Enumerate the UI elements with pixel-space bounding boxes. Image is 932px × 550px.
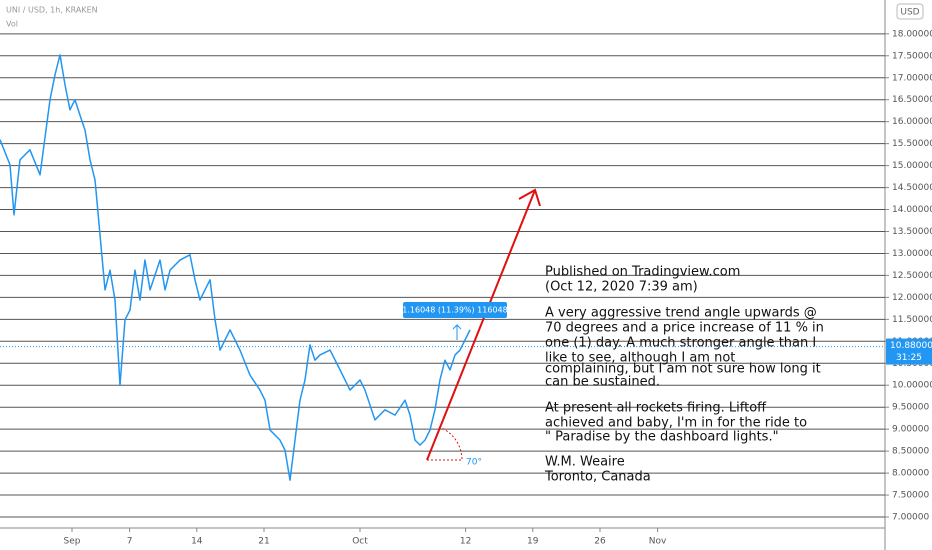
y-tick-label: 13.00000 bbox=[892, 249, 932, 259]
price-line bbox=[0, 54, 471, 481]
y-tick-label: 9.00000 bbox=[892, 425, 929, 435]
y-tick-label: 14.50000 bbox=[892, 183, 932, 193]
x-tick-label: 26 bbox=[594, 537, 606, 547]
angle-label: 70° bbox=[466, 458, 482, 468]
annotation: Published on Tradingview.com(Oct 12, 202… bbox=[544, 265, 824, 485]
measure-arrow-head bbox=[452, 324, 462, 330]
y-tick-label: 15.50000 bbox=[892, 139, 932, 149]
countdown: 31:25 bbox=[896, 353, 922, 363]
annotation-line: can be sustained. bbox=[545, 375, 660, 390]
trend-arrow-head bbox=[518, 188, 541, 207]
measure-box bbox=[403, 302, 507, 318]
x-tick-label: 12 bbox=[460, 537, 471, 547]
y-tick-label: 17.50000 bbox=[892, 51, 932, 61]
currency: USD bbox=[900, 8, 919, 18]
y-tick-label: 14.00000 bbox=[892, 205, 932, 215]
last-price-box bbox=[886, 338, 932, 365]
volume-label: Vol bbox=[6, 20, 18, 29]
x-tick-label: 7 bbox=[127, 537, 133, 547]
y-tick-label: 8.00000 bbox=[892, 469, 929, 479]
y-tick-label: 11.50000 bbox=[892, 315, 932, 325]
y-tick-label: 10.00000 bbox=[892, 381, 932, 391]
x-tick-label: 21 bbox=[258, 537, 269, 547]
y-tick-label: 7.50000 bbox=[892, 491, 929, 501]
annotation-line: " Paradise by the dashboard lights." bbox=[545, 430, 779, 445]
annotation-line: 70 degrees and a price increase of 11 % … bbox=[545, 321, 824, 336]
trend-arrow bbox=[426, 189, 536, 461]
x-tick-label: 19 bbox=[527, 537, 539, 547]
y-tick-label: 17.00000 bbox=[892, 73, 932, 83]
y-tick-label: 7.00000 bbox=[892, 513, 929, 523]
y-tick-label: 12.00000 bbox=[892, 293, 932, 303]
annotation-line: one (1) day. A much stronger angle than … bbox=[545, 336, 816, 351]
header: UNI / USD, 1h, KRAKEN bbox=[6, 6, 98, 15]
annotation-line: Published on Tradingview.com bbox=[545, 265, 740, 280]
x-tick-label: Oct bbox=[352, 537, 368, 547]
y-tick-label: 8.50000 bbox=[892, 447, 929, 457]
x-tick-label: Sep bbox=[64, 537, 81, 547]
y-tick-label: 12.50000 bbox=[892, 271, 932, 281]
annotation-line: like to see, although I am not bbox=[545, 351, 735, 366]
y-tick-label: 18.00000 bbox=[892, 29, 932, 39]
angle-arc bbox=[427, 426, 463, 461]
annotation-line: achieved and baby, I'm in for the ride t… bbox=[545, 416, 807, 431]
annotation-line: W.M. Weaire bbox=[545, 455, 625, 470]
measure-label: 1.16048 (11.39%) 116048 bbox=[402, 306, 507, 315]
y-tick-label: 16.00000 bbox=[892, 117, 932, 127]
y-tick-label: 16.50000 bbox=[892, 95, 932, 105]
last-price-label: 10.88000 bbox=[890, 341, 932, 351]
annotation-line: Toronto, Canada bbox=[544, 470, 651, 485]
annotation-line: (Oct 12, 2020 7:39 am) bbox=[545, 280, 698, 295]
x-tick-label: 14 bbox=[191, 537, 203, 547]
y-tick-label: 13.50000 bbox=[892, 227, 932, 237]
x-tick-label: Nov bbox=[649, 537, 667, 547]
annotation-line: complaining, but I am not sure how long … bbox=[545, 362, 821, 377]
annotation-line: A very aggressive trend angle upwards @ bbox=[545, 306, 817, 321]
y-tick-label: 9.50000 bbox=[892, 403, 929, 413]
currency-box[interactable] bbox=[896, 3, 924, 20]
plot: 10.88000 31:25 bbox=[0, 54, 932, 481]
annotation-line: At present all rockets firing. Liftoff bbox=[545, 401, 767, 416]
y-tick-label: 15.00000 bbox=[892, 161, 932, 171]
